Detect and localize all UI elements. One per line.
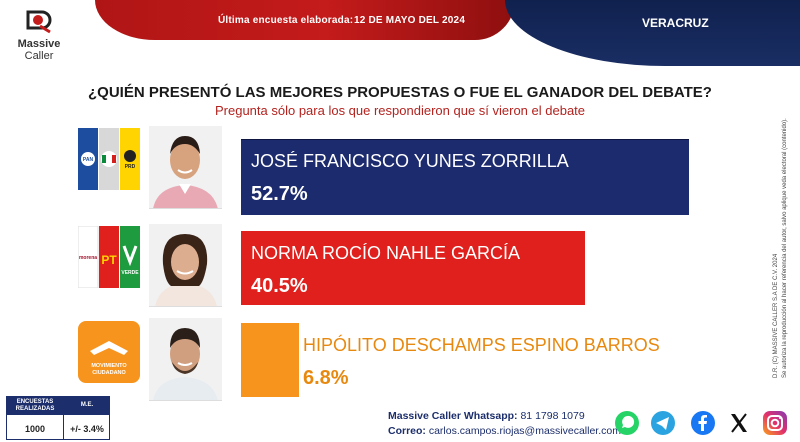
bar-3 <box>241 323 299 397</box>
x-icon[interactable] <box>726 410 752 436</box>
mc-icon-text-1: MOVIMIENTO <box>91 363 127 369</box>
stats-divider <box>63 415 64 439</box>
pan-pri-prd-coalition-icon: PAN PRD <box>78 128 140 190</box>
candidate-photo-yunes <box>149 126 222 209</box>
candidate-name-3: HIPÓLITO DESCHAMPS ESPINO BARROS <box>303 335 660 355</box>
morena-pt-verde-coalition-icon: morena PT VERDE <box>77 225 140 289</box>
pt-icon-text: PT <box>101 253 117 267</box>
verde-icon-text: VERDE <box>121 270 139 276</box>
survey-date: 12 DE MAYO DEL 2024 <box>354 15 466 26</box>
stats-header-surveys: ENCUESTAS REALIZADAS <box>15 399 55 412</box>
candidate-photo-nahle <box>149 224 222 307</box>
massive-caller-logo-icon <box>26 10 52 34</box>
stats-margin-value: +/- 3.4% <box>70 424 104 434</box>
bar-1 <box>241 139 689 215</box>
candidate-name-1: JOSÉ FRANCISCO YUNES ZORRILLA <box>251 151 569 171</box>
whatsapp-number[interactable]: 81 1798 1079 <box>520 410 585 422</box>
whatsapp-contact: Massive Caller Whatsapp: 81 1798 1079 <box>388 410 585 422</box>
copyright-line-1: D.R. (C) MASSIVE CALLER S.A DE C.V. 2024 <box>773 253 779 378</box>
email-address[interactable]: carlos.campos.riojas@massivecaller.com <box>428 425 621 437</box>
brand-line-2: Caller <box>24 50 54 62</box>
whatsapp-label: Massive Caller Whatsapp: <box>388 410 518 422</box>
copyright-note: D.R. (C) MASSIVE CALLER S.A DE C.V. 2024… <box>766 90 794 380</box>
survey-stats-box: ENCUESTAS REALIZADAS M.E. 1000 +/- 3.4% <box>6 396 110 440</box>
chart-title: ¿QUIÉN PRESENTÓ LAS MEJORES PROPUESTAS O… <box>88 84 712 101</box>
brand-line-1: Massive <box>17 38 61 50</box>
copyright-line-2: Se autoriza la reproducción al hacer ref… <box>782 118 788 378</box>
whatsapp-icon[interactable] <box>614 410 640 436</box>
chart-subtitle: Pregunta sólo para los que respondieron … <box>214 103 586 118</box>
survey-label: Última encuesta elaborada: <box>218 15 354 26</box>
facebook-icon[interactable] <box>690 410 716 436</box>
stats-header <box>7 397 109 415</box>
email-label: Correo: <box>388 425 426 437</box>
massive-caller-logo: Massive Caller <box>8 6 70 64</box>
value-label-2: 40.5% <box>251 275 308 297</box>
value-label-3: 6.8% <box>303 367 349 389</box>
instagram-icon[interactable] <box>762 410 788 436</box>
telegram-icon[interactable] <box>650 410 676 436</box>
place-label: VERACRUZ <box>642 16 709 30</box>
morena-icon-text: morena <box>79 255 97 261</box>
prd-icon-text: PRD <box>125 164 136 170</box>
movimiento-ciudadano-icon: MOVIMIENTO CIUDADANO <box>78 321 140 383</box>
stats-surveys-value: 1000 <box>24 424 46 434</box>
email-contact: Correo: carlos.campos.riojas@massivecall… <box>388 425 621 437</box>
pan-icon-text: PAN <box>83 157 94 163</box>
header-blue-band <box>505 0 800 66</box>
stats-header-margin: M.E. <box>80 402 94 408</box>
header-red-band <box>95 0 515 40</box>
candidate-name-2: NORMA ROCÍO NAHLE GARCÍA <box>251 243 521 263</box>
candidate-photo-deschamps <box>149 318 222 401</box>
bar-2 <box>241 231 585 305</box>
mc-icon-text-2: CIUDADANO <box>92 370 126 376</box>
value-label-1: 52.7% <box>251 183 308 205</box>
